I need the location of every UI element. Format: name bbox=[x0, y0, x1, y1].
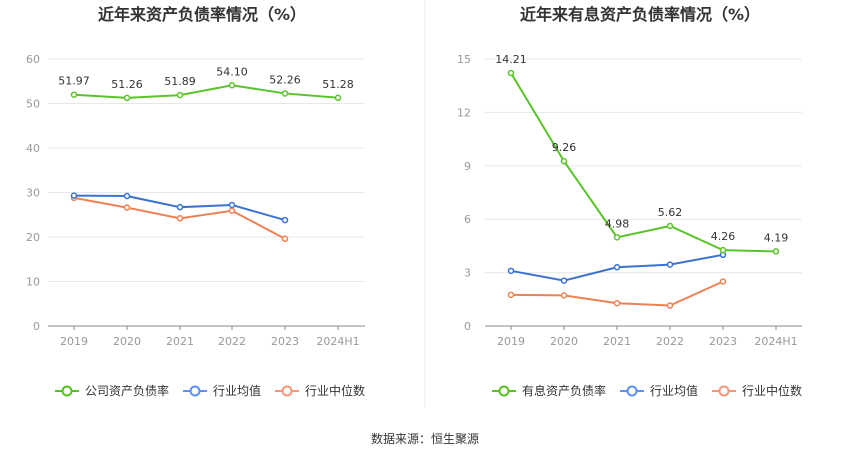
y-tick-label: 30 bbox=[26, 187, 40, 200]
data-point[interactable] bbox=[719, 278, 727, 285]
data-point[interactable] bbox=[560, 157, 568, 165]
data-point[interactable] bbox=[228, 207, 236, 214]
data-label: 51.97 bbox=[58, 75, 90, 88]
x-tick-label: 2021 bbox=[166, 335, 194, 348]
y-tick-label: 10 bbox=[26, 276, 40, 289]
data-label: 51.89 bbox=[164, 75, 196, 88]
y-tick-label: 15 bbox=[457, 53, 471, 66]
debt-ratio-chart: 近年来资产负债率情况（%） 0 10 20 30 40 50 60 2019 2020 2021 20… bbox=[26, 5, 365, 398]
legend-item[interactable]: 有息资产负债率 bbox=[492, 383, 606, 398]
data-point[interactable] bbox=[666, 261, 674, 268]
legend-marker-icon bbox=[626, 385, 638, 397]
legend-label: 公司资产负债率 bbox=[85, 383, 169, 398]
y-tick-label: 12 bbox=[457, 106, 471, 119]
y-tick-label: 0 bbox=[464, 320, 471, 333]
data-point[interactable] bbox=[176, 203, 184, 211]
data-label: 4.19 bbox=[764, 231, 789, 244]
legend-item[interactable]: 行业中位数 bbox=[275, 383, 365, 398]
x-tick-label: 2020 bbox=[550, 335, 578, 348]
data-point[interactable] bbox=[123, 192, 131, 200]
data-point[interactable] bbox=[666, 222, 674, 230]
chart-title: 近年来有息资产负债率情况（%） bbox=[520, 5, 760, 24]
legend-label: 行业中位数 bbox=[742, 383, 802, 398]
data-point[interactable] bbox=[560, 277, 568, 284]
chart-title: 近年来资产负债率情况（%） bbox=[98, 5, 306, 24]
data-source-label: 数据来源：恒生聚源 bbox=[371, 431, 479, 446]
data-point[interactable] bbox=[507, 69, 515, 77]
legend-item[interactable]: 公司资产负债率 bbox=[55, 383, 169, 398]
legend-item[interactable]: 行业中位数 bbox=[712, 383, 802, 398]
legend-marker-icon bbox=[281, 385, 293, 397]
legend-label: 行业均值 bbox=[213, 383, 261, 398]
data-label: 9.26 bbox=[552, 141, 577, 154]
data-point[interactable] bbox=[281, 216, 289, 224]
data-point[interactable] bbox=[123, 204, 131, 211]
data-point[interactable] bbox=[176, 91, 184, 99]
data-point[interactable] bbox=[772, 248, 780, 255]
data-point[interactable] bbox=[507, 267, 515, 275]
data-label: 51.28 bbox=[322, 78, 354, 91]
data-point[interactable] bbox=[228, 82, 236, 89]
data-point[interactable] bbox=[507, 291, 515, 299]
data-point[interactable] bbox=[176, 215, 184, 222]
legend-marker-icon bbox=[61, 385, 73, 397]
data-point[interactable] bbox=[560, 292, 568, 299]
y-tick-label: 0 bbox=[33, 320, 40, 333]
data-point[interactable] bbox=[613, 264, 621, 271]
interest-bearing-debt-ratio-chart: 近年来有息资产负债率情况（%） 0 3 6 9 12 15 2019 2020 2021 2022 2… bbox=[457, 5, 802, 398]
legend-item[interactable]: 行业均值 bbox=[620, 383, 698, 398]
data-point[interactable] bbox=[70, 192, 78, 199]
data-label: 51.26 bbox=[111, 78, 143, 91]
data-point[interactable] bbox=[613, 299, 621, 307]
x-tick-label: 2019 bbox=[60, 335, 88, 348]
y-tick-label: 3 bbox=[464, 267, 471, 280]
data-point[interactable] bbox=[666, 302, 674, 309]
data-label: 5.62 bbox=[658, 206, 683, 219]
data-point[interactable] bbox=[228, 201, 236, 209]
x-tick-label: 2024H1 bbox=[316, 335, 359, 348]
data-label: 4.26 bbox=[711, 230, 736, 243]
data-label: 4.98 bbox=[605, 217, 630, 230]
y-tick-label: 50 bbox=[26, 98, 40, 111]
legend-marker-icon bbox=[498, 385, 510, 397]
legend-label: 有息资产负债率 bbox=[522, 383, 606, 398]
x-tick-label: 2023 bbox=[709, 335, 737, 348]
x-tick-label: 2022 bbox=[218, 335, 246, 348]
y-tick-label: 9 bbox=[464, 160, 471, 173]
x-tick-label: 2024H1 bbox=[754, 335, 797, 348]
data-point[interactable] bbox=[281, 90, 289, 97]
legend-label: 行业中位数 bbox=[305, 383, 365, 398]
data-point[interactable] bbox=[70, 91, 78, 98]
legend-item[interactable]: 行业均值 bbox=[183, 383, 261, 398]
legend-marker-icon bbox=[189, 385, 201, 397]
data-label: 54.10 bbox=[216, 65, 248, 78]
data-point[interactable] bbox=[719, 246, 727, 254]
legend-marker-icon bbox=[718, 385, 730, 397]
x-tick-label: 2020 bbox=[113, 335, 141, 348]
series-line bbox=[73, 84, 339, 99]
data-point[interactable] bbox=[123, 94, 131, 102]
x-tick-label: 2022 bbox=[656, 335, 684, 348]
y-tick-label: 20 bbox=[26, 231, 40, 244]
data-point[interactable] bbox=[281, 235, 289, 243]
data-point[interactable] bbox=[334, 94, 342, 102]
data-point[interactable] bbox=[613, 234, 621, 241]
data-label: 52.26 bbox=[269, 73, 301, 86]
y-tick-label: 6 bbox=[464, 213, 471, 226]
x-tick-label: 2021 bbox=[603, 335, 631, 348]
y-tick-label: 60 bbox=[26, 53, 40, 66]
y-tick-label: 40 bbox=[26, 142, 40, 155]
x-tick-label: 2023 bbox=[271, 335, 299, 348]
data-label: 14.21 bbox=[495, 53, 527, 66]
legend-label: 行业均值 bbox=[650, 383, 698, 398]
x-tick-label: 2019 bbox=[497, 335, 525, 348]
series-line bbox=[510, 72, 777, 253]
